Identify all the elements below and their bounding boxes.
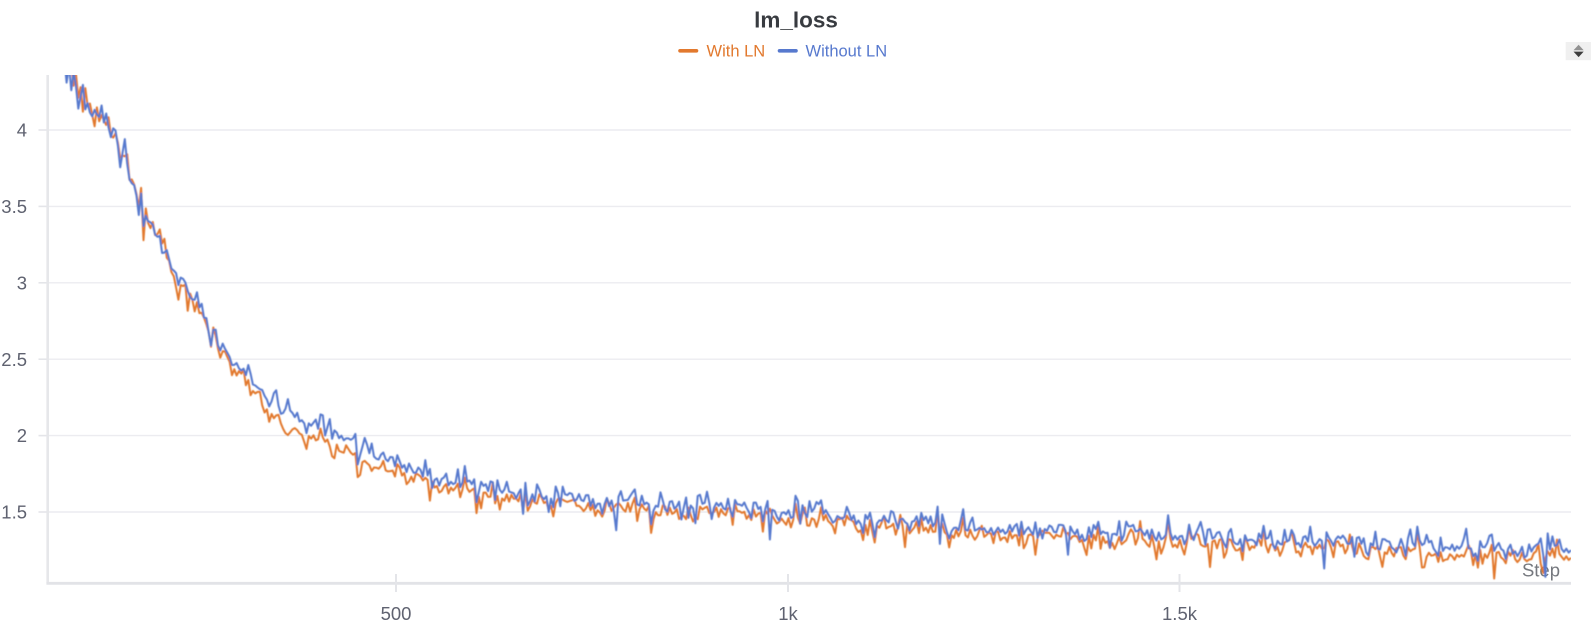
svg-text:500: 500 — [381, 603, 412, 624]
svg-text:4: 4 — [17, 120, 27, 141]
svg-text:1.5: 1.5 — [1, 502, 27, 523]
svg-text:2.5: 2.5 — [1, 349, 27, 370]
svg-text:Without LN: Without LN — [806, 43, 888, 61]
svg-text:1k: 1k — [778, 603, 798, 624]
svg-text:lm_loss: lm_loss — [754, 8, 838, 33]
svg-text:3.5: 3.5 — [1, 196, 27, 217]
svg-text:1.5k: 1.5k — [1162, 603, 1198, 624]
svg-text:2: 2 — [17, 425, 27, 446]
svg-text:3: 3 — [17, 272, 27, 293]
svg-text:Step: Step — [1522, 560, 1560, 581]
svg-text:With LN: With LN — [707, 43, 766, 61]
